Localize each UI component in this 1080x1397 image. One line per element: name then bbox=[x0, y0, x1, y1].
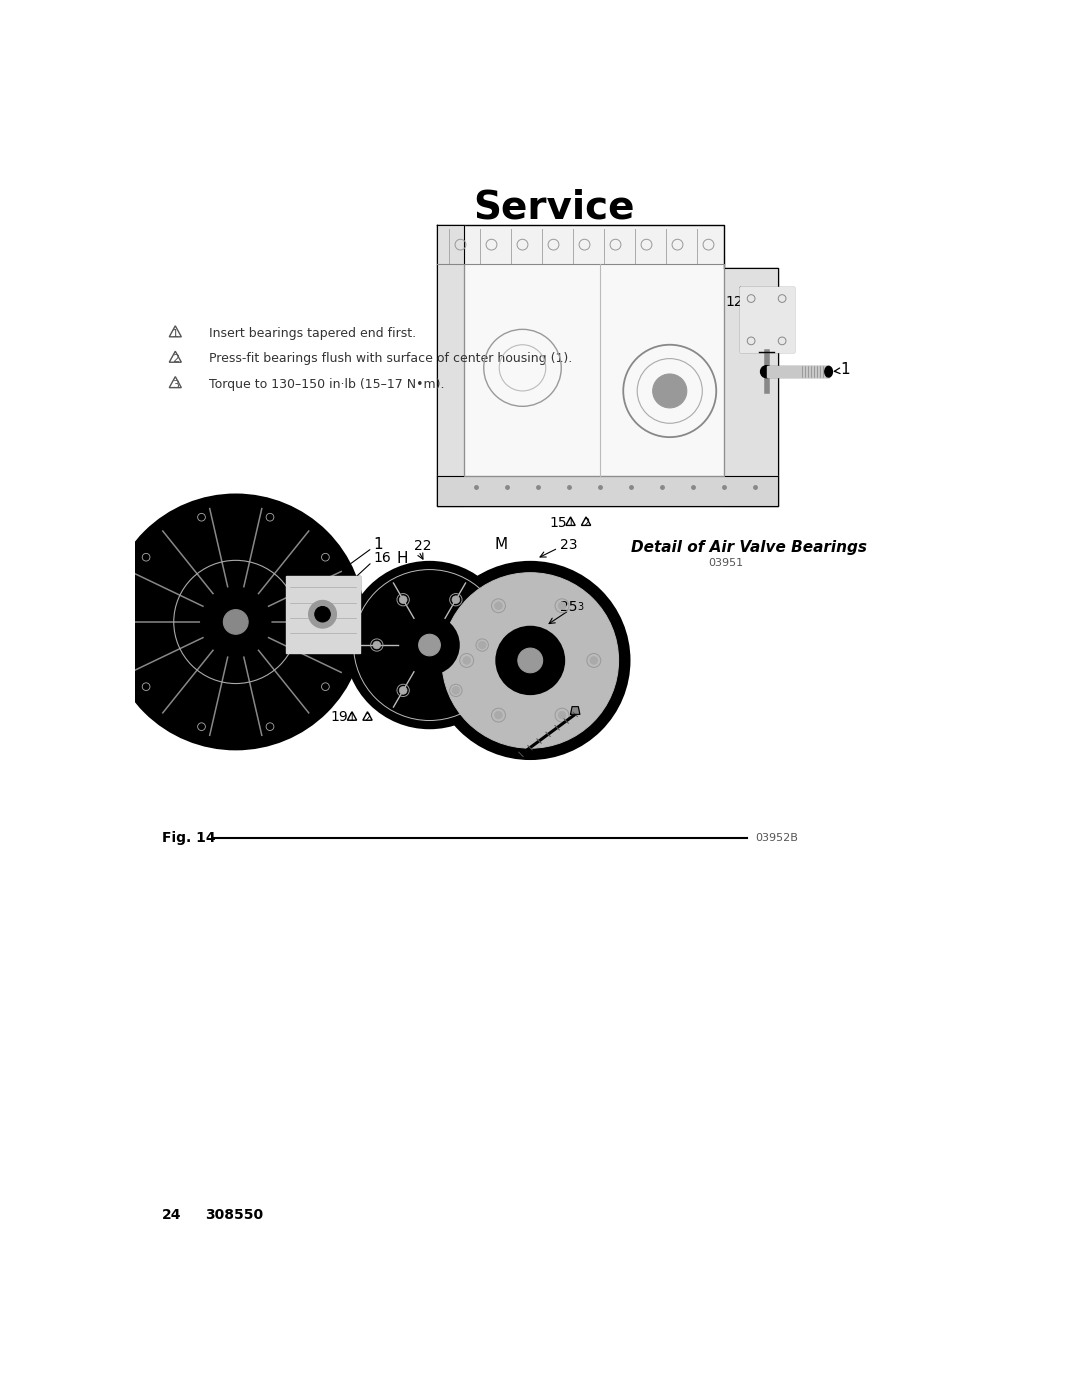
Circle shape bbox=[419, 634, 441, 655]
Text: 3: 3 bbox=[172, 380, 179, 390]
Polygon shape bbox=[437, 225, 779, 507]
Text: 03952B: 03952B bbox=[755, 833, 798, 842]
Polygon shape bbox=[724, 268, 779, 507]
Circle shape bbox=[214, 601, 257, 644]
Text: 03951: 03951 bbox=[708, 557, 744, 567]
Ellipse shape bbox=[825, 366, 833, 377]
Circle shape bbox=[496, 627, 565, 694]
Polygon shape bbox=[464, 264, 724, 475]
Circle shape bbox=[760, 366, 773, 377]
Polygon shape bbox=[767, 366, 828, 377]
Circle shape bbox=[495, 602, 502, 609]
Polygon shape bbox=[740, 286, 794, 352]
Circle shape bbox=[373, 641, 380, 648]
Circle shape bbox=[478, 641, 486, 648]
Circle shape bbox=[558, 711, 566, 719]
Circle shape bbox=[652, 374, 687, 408]
Circle shape bbox=[517, 648, 542, 673]
Text: 19: 19 bbox=[330, 711, 348, 725]
Text: 24: 24 bbox=[162, 1208, 181, 1222]
Text: 2: 2 bbox=[364, 712, 370, 722]
Text: 22: 22 bbox=[414, 539, 432, 553]
Circle shape bbox=[400, 597, 407, 604]
Text: 2: 2 bbox=[172, 355, 179, 365]
Circle shape bbox=[590, 657, 597, 665]
Text: 25: 25 bbox=[559, 599, 577, 613]
Circle shape bbox=[346, 562, 513, 728]
Text: 2: 2 bbox=[762, 298, 768, 307]
Text: 16: 16 bbox=[374, 550, 391, 564]
Circle shape bbox=[451, 686, 460, 694]
Circle shape bbox=[451, 597, 460, 604]
Text: 1: 1 bbox=[567, 518, 573, 528]
Circle shape bbox=[558, 602, 566, 609]
Text: 12: 12 bbox=[726, 295, 743, 309]
Text: 3: 3 bbox=[578, 602, 583, 612]
Circle shape bbox=[431, 562, 630, 759]
Text: 308550: 308550 bbox=[205, 1208, 262, 1222]
Text: 2: 2 bbox=[583, 518, 590, 528]
Text: 1: 1 bbox=[349, 712, 355, 722]
Circle shape bbox=[442, 573, 619, 749]
Polygon shape bbox=[437, 225, 464, 507]
Circle shape bbox=[495, 711, 502, 719]
Text: Detail of Air Valve Bearings: Detail of Air Valve Bearings bbox=[631, 539, 867, 555]
Circle shape bbox=[201, 587, 271, 657]
Text: Fig. 14: Fig. 14 bbox=[162, 831, 216, 845]
Text: 1: 1 bbox=[172, 328, 179, 338]
Text: 1: 1 bbox=[374, 538, 383, 552]
Polygon shape bbox=[570, 707, 580, 714]
Circle shape bbox=[116, 503, 356, 742]
Circle shape bbox=[509, 638, 552, 682]
Text: Press-fit bearings flush with surface of center housing (1).: Press-fit bearings flush with surface of… bbox=[208, 352, 572, 365]
Text: Insert bearings tapered end first.: Insert bearings tapered end first. bbox=[208, 327, 416, 339]
Text: Torque to 130–150 in·lb (15–17 N•m).: Torque to 130–150 in·lb (15–17 N•m). bbox=[208, 377, 444, 391]
Text: Service: Service bbox=[473, 189, 634, 226]
Text: 1: 1 bbox=[746, 298, 753, 307]
Text: 23: 23 bbox=[559, 538, 577, 552]
Circle shape bbox=[400, 686, 407, 694]
Circle shape bbox=[108, 495, 364, 749]
Text: 1: 1 bbox=[840, 362, 850, 377]
Circle shape bbox=[309, 601, 337, 629]
Circle shape bbox=[224, 609, 248, 634]
Polygon shape bbox=[286, 576, 360, 652]
Circle shape bbox=[400, 616, 459, 675]
Circle shape bbox=[463, 657, 471, 665]
Text: H: H bbox=[396, 550, 407, 566]
Circle shape bbox=[410, 627, 448, 664]
Text: 15: 15 bbox=[550, 515, 567, 529]
Text: M: M bbox=[495, 538, 508, 552]
Polygon shape bbox=[437, 475, 779, 507]
Circle shape bbox=[314, 606, 330, 622]
